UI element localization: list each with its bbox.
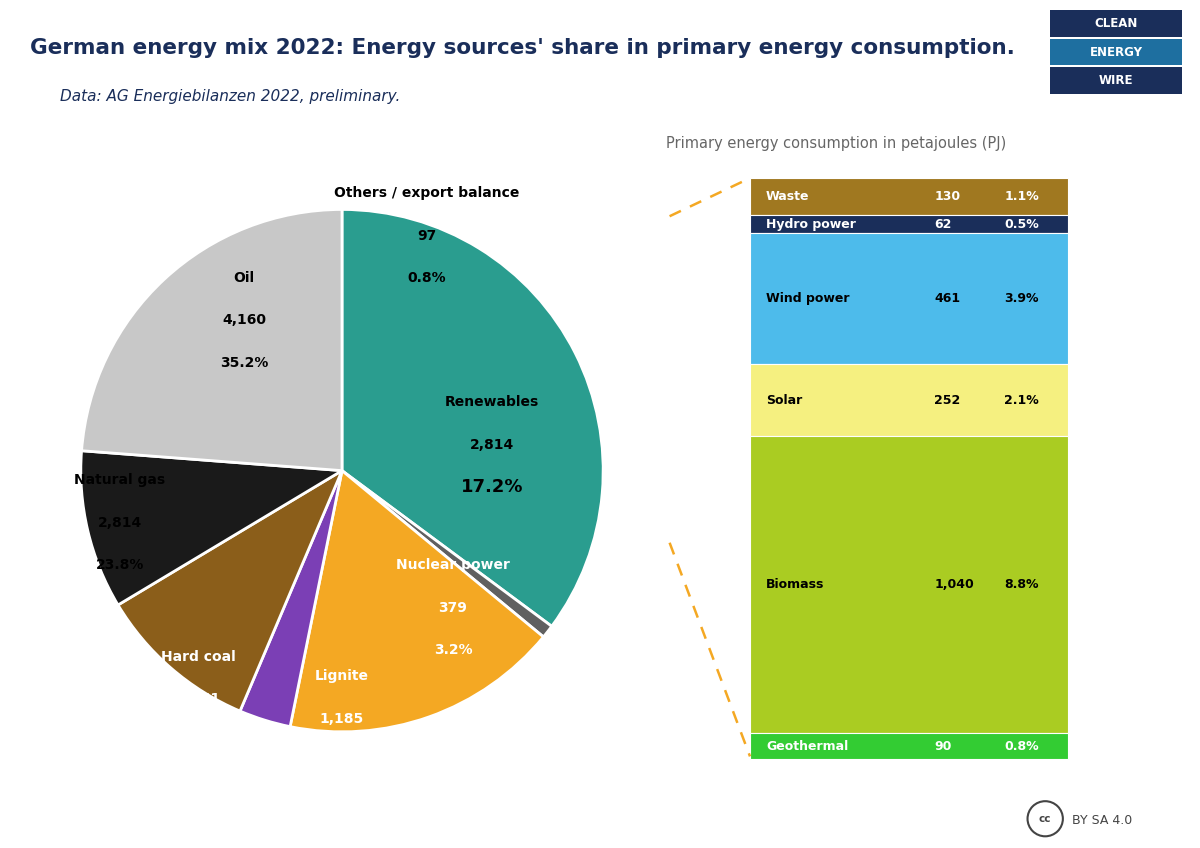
Text: Waste: Waste	[766, 190, 809, 204]
Wedge shape	[342, 471, 552, 637]
Text: 130: 130	[935, 190, 960, 204]
Bar	[750, 734, 1068, 759]
Text: ENERGY: ENERGY	[1090, 46, 1142, 59]
Wedge shape	[80, 451, 342, 605]
Text: 461: 461	[935, 293, 960, 305]
Text: CLEAN: CLEAN	[1094, 17, 1138, 31]
Text: Lignite: Lignite	[316, 669, 370, 683]
Text: 2,814: 2,814	[470, 438, 515, 451]
Text: WIRE: WIRE	[1099, 74, 1133, 87]
Wedge shape	[240, 471, 342, 727]
Text: German energy mix 2022: Energy sources' share in primary energy consumption.: German energy mix 2022: Energy sources' …	[30, 38, 1015, 59]
Text: 1.1%: 1.1%	[1004, 190, 1039, 204]
Text: Hydro power: Hydro power	[766, 218, 856, 231]
Wedge shape	[290, 471, 544, 732]
Text: 17.2%: 17.2%	[461, 478, 523, 496]
FancyBboxPatch shape	[1050, 10, 1182, 37]
Text: 62: 62	[935, 218, 952, 231]
Text: 10.0%: 10.0%	[318, 754, 366, 768]
Text: 1,040: 1,040	[935, 578, 974, 591]
Text: Renewables: Renewables	[445, 395, 539, 409]
Text: 35.2%: 35.2%	[220, 356, 269, 370]
Bar	[750, 215, 1068, 233]
Text: Natural gas: Natural gas	[74, 473, 166, 488]
Text: 2.1%: 2.1%	[1004, 394, 1039, 407]
FancyBboxPatch shape	[1050, 39, 1182, 65]
Text: BY SA 4.0: BY SA 4.0	[1072, 814, 1132, 828]
Text: 90: 90	[935, 739, 952, 753]
Text: 3.2%: 3.2%	[433, 643, 473, 657]
Text: 9.8%: 9.8%	[179, 734, 217, 749]
Wedge shape	[82, 209, 342, 471]
Bar	[750, 233, 1068, 365]
Text: 252: 252	[935, 394, 961, 407]
Text: 2,814: 2,814	[98, 516, 142, 530]
Bar	[750, 365, 1068, 437]
Text: 3.9%: 3.9%	[1004, 293, 1039, 305]
Text: 0.8%: 0.8%	[1004, 739, 1039, 753]
Text: 0.5%: 0.5%	[1004, 218, 1039, 231]
Text: Hard coal: Hard coal	[161, 650, 235, 664]
Text: 97: 97	[418, 229, 437, 243]
Text: Data: AG Energiebilanzen 2022, preliminary.: Data: AG Energiebilanzen 2022, prelimina…	[60, 89, 401, 104]
Wedge shape	[342, 209, 604, 627]
Text: Primary energy consumption in petajoules (PJ): Primary energy consumption in petajoules…	[666, 136, 1007, 151]
Text: cc: cc	[1039, 814, 1051, 823]
Text: 0.8%: 0.8%	[408, 271, 446, 285]
Bar	[750, 437, 1068, 734]
Text: 1,161: 1,161	[176, 692, 221, 706]
FancyBboxPatch shape	[1050, 67, 1182, 94]
Text: Biomass: Biomass	[766, 578, 824, 591]
Text: Nuclear power: Nuclear power	[396, 558, 510, 572]
Bar	[750, 178, 1068, 215]
Text: Others / export balance: Others / export balance	[334, 186, 520, 200]
Text: 1,185: 1,185	[320, 711, 364, 726]
Text: 379: 379	[438, 600, 468, 615]
Text: Wind power: Wind power	[766, 293, 850, 305]
Text: Solar: Solar	[766, 394, 802, 407]
Text: 23.8%: 23.8%	[96, 558, 144, 572]
Text: 4,160: 4,160	[222, 314, 266, 327]
Text: Oil: Oil	[234, 271, 254, 285]
Wedge shape	[118, 471, 342, 711]
Text: Geothermal: Geothermal	[766, 739, 848, 753]
Text: 8.8%: 8.8%	[1004, 578, 1039, 591]
